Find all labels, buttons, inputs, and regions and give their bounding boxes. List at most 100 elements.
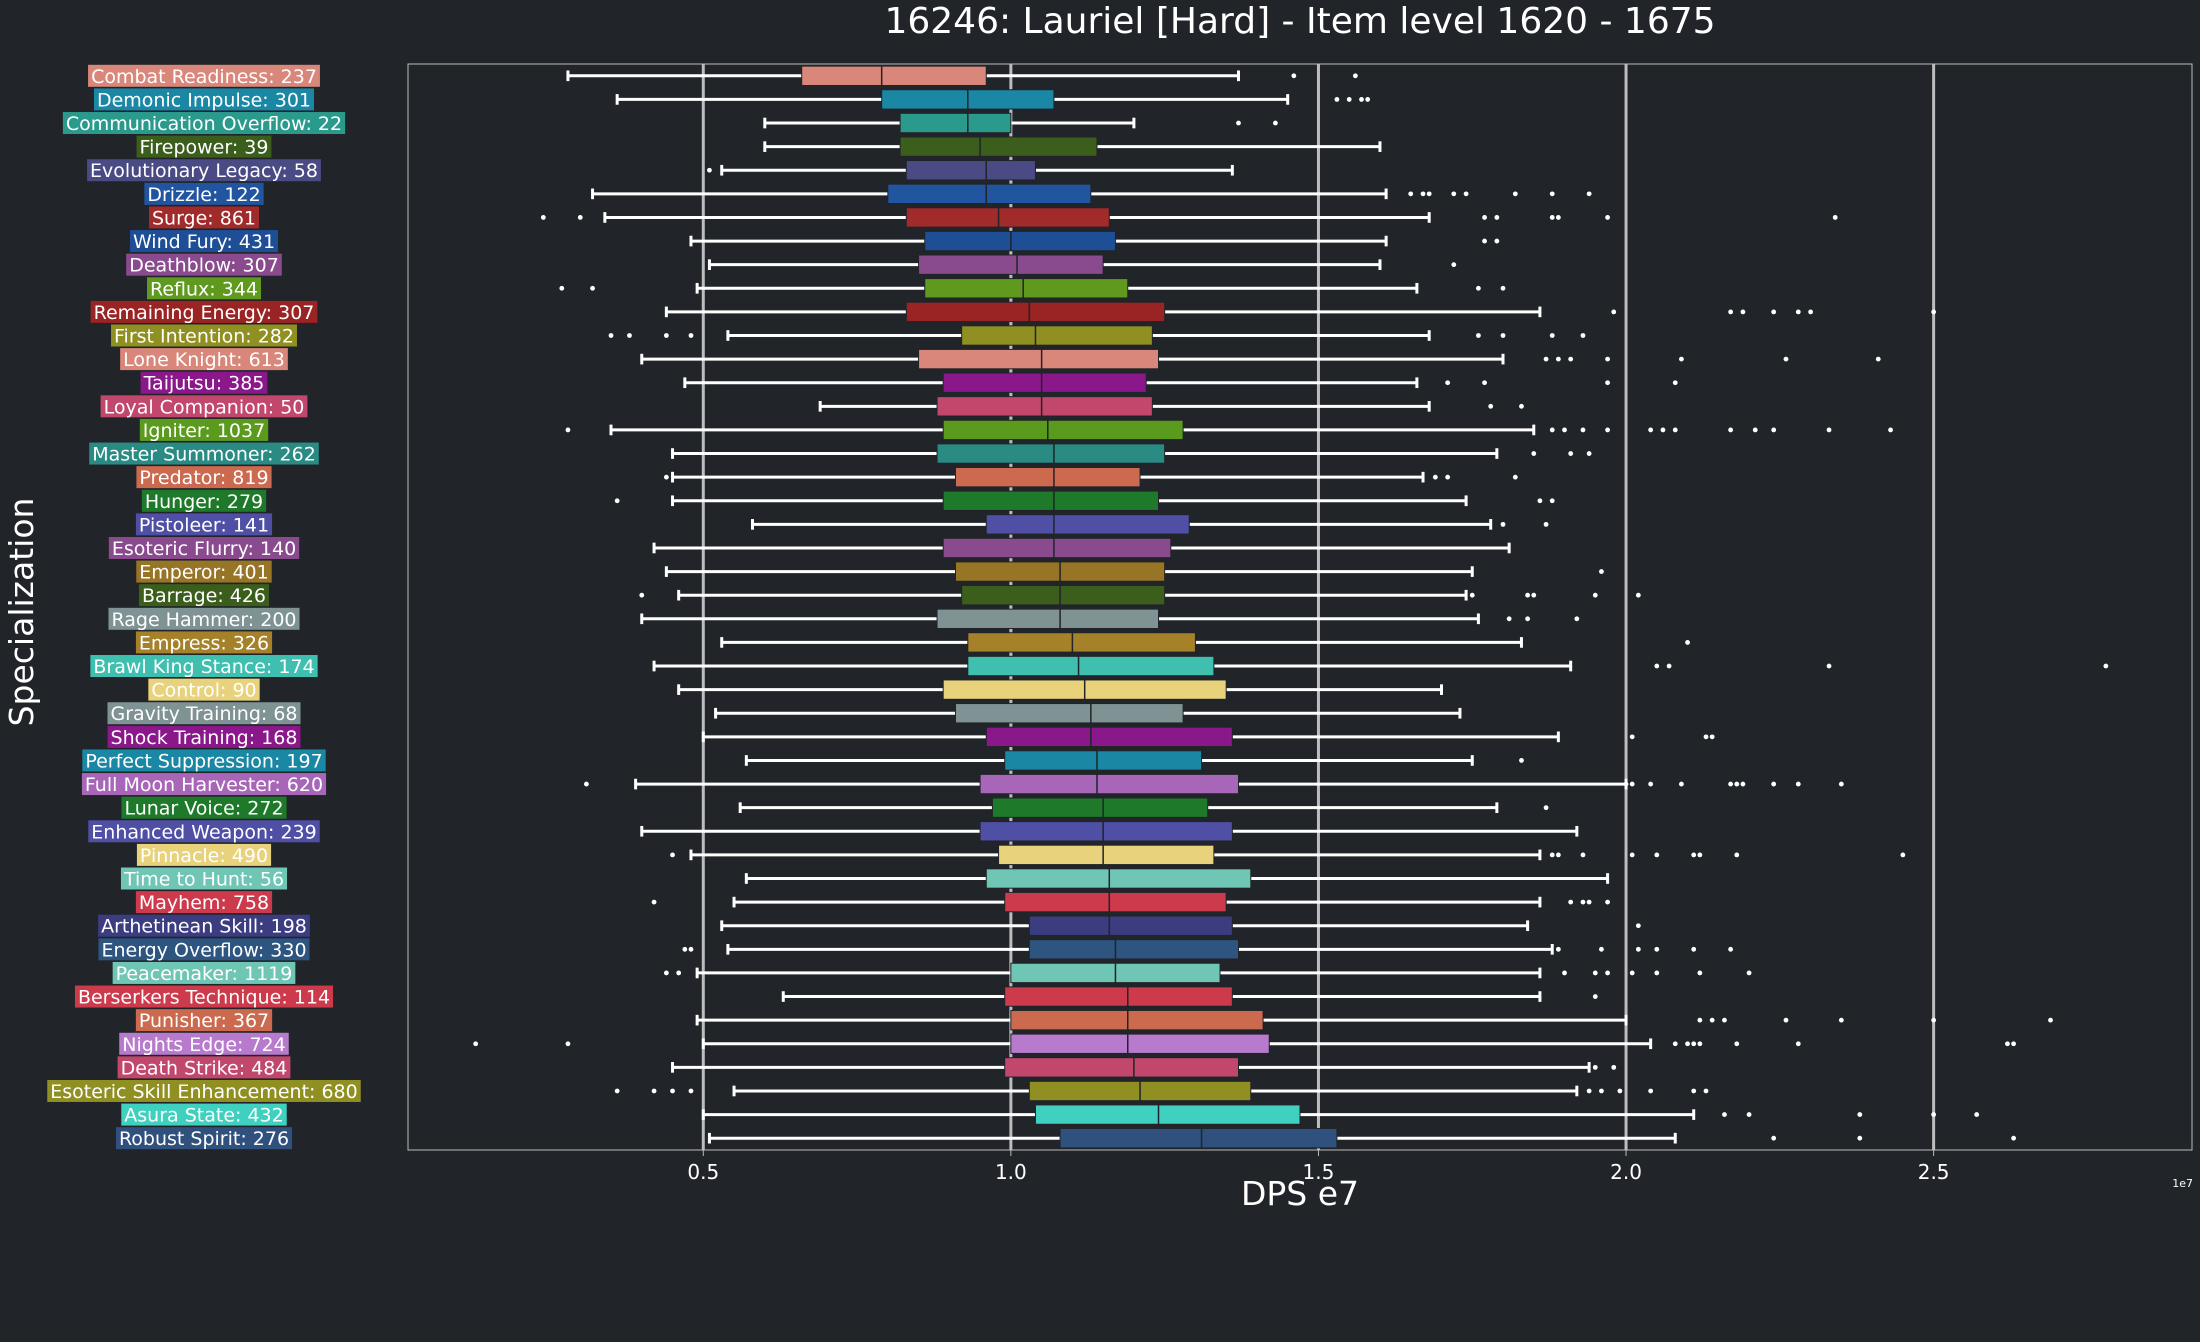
outlier-point bbox=[1697, 1041, 1703, 1047]
outlier-point bbox=[1672, 427, 1678, 433]
category-label-bg bbox=[108, 536, 300, 559]
outlier-point bbox=[1488, 403, 1494, 409]
outlier-point bbox=[1648, 427, 1654, 433]
category-label: Lunar Voice: 272 bbox=[121, 796, 287, 820]
category-label: Punisher: 367 bbox=[135, 1009, 273, 1032]
category-label-bg bbox=[98, 914, 310, 937]
category-label-bg bbox=[88, 820, 320, 843]
outlier-point bbox=[1617, 1088, 1623, 1094]
outlier-point bbox=[540, 215, 546, 220]
category-label: Combat Readiness: 237 bbox=[88, 64, 320, 88]
outlier-point bbox=[1334, 97, 1340, 102]
iqr-box bbox=[942, 490, 1160, 511]
category-label: Hunger: 279 bbox=[141, 489, 267, 513]
category-label-bg bbox=[112, 961, 296, 984]
outlier-point bbox=[1679, 781, 1684, 787]
x-tick-label: 2.0 bbox=[1610, 1160, 1642, 1184]
outlier-point bbox=[1519, 403, 1524, 409]
category-label-text: Arthetinean Skill: 198 bbox=[101, 916, 307, 938]
x-tick-label: 0.5 bbox=[687, 1160, 719, 1184]
category-label: Igniter: 1037 bbox=[139, 418, 269, 442]
category-label: Emperor: 401 bbox=[136, 560, 272, 584]
box-group bbox=[540, 207, 1838, 228]
outlier-point bbox=[1691, 1041, 1697, 1047]
category-label-bg bbox=[74, 985, 334, 1008]
outlier-point bbox=[1629, 852, 1635, 858]
box-group bbox=[584, 773, 1844, 795]
outlier-point bbox=[1605, 215, 1610, 220]
iqr-box bbox=[967, 632, 1196, 653]
iqr-box bbox=[1004, 1057, 1239, 1078]
chart-title: 16246: Lauriel [Hard] - Item level 1620 … bbox=[884, 1, 1715, 42]
category-label-text: Taijutsu: 385 bbox=[143, 373, 265, 395]
category-label-text: Surge: 861 bbox=[152, 207, 256, 229]
outlier-point bbox=[1549, 427, 1555, 433]
outlier-point bbox=[2011, 1041, 2016, 1047]
iqr-box bbox=[967, 655, 1215, 677]
outlier-point bbox=[1549, 498, 1555, 504]
category-label: Remaining Energy: 307 bbox=[90, 300, 318, 324]
iqr-box bbox=[905, 207, 1110, 228]
box-group bbox=[707, 254, 1457, 275]
outlier-point bbox=[1635, 923, 1641, 929]
category-label: Loyal Companion: 50 bbox=[100, 395, 308, 418]
category-label-bg bbox=[138, 584, 270, 607]
outlier-point bbox=[1709, 734, 1715, 740]
outlier-point bbox=[1691, 946, 1697, 952]
outlier-point bbox=[1580, 899, 1586, 905]
category-label: Brawl King Stance: 174 bbox=[90, 655, 318, 678]
iqr-box bbox=[985, 514, 1190, 535]
category-label: Predator: 819 bbox=[136, 466, 272, 489]
outlier-point bbox=[1291, 73, 1297, 79]
iqr-box bbox=[936, 608, 1160, 629]
box-group bbox=[671, 443, 1592, 464]
category-label-text: Mayhem: 758 bbox=[139, 892, 269, 914]
category-label-text: Lunar Voice: 272 bbox=[124, 798, 283, 820]
outlier-point bbox=[1463, 191, 1469, 197]
box-group bbox=[701, 1104, 1980, 1125]
category-label-text: Esoteric Skill Enhancement: 680 bbox=[50, 1081, 358, 1103]
box-group bbox=[663, 466, 1518, 488]
category-label-bg bbox=[136, 135, 272, 158]
outlier-point bbox=[1482, 238, 1487, 244]
outlier-point bbox=[1586, 899, 1592, 905]
box-group bbox=[664, 301, 1937, 323]
category-label-bg bbox=[90, 655, 318, 678]
outlier-point bbox=[1543, 805, 1549, 811]
outlier-point bbox=[1629, 734, 1635, 740]
category-label-bg bbox=[100, 395, 308, 418]
outlier-point bbox=[1648, 781, 1654, 787]
outlier-point bbox=[1494, 215, 1500, 220]
category-label: Gravity Training: 68 bbox=[107, 702, 301, 725]
category-label: Arthetinean Skill: 198 bbox=[98, 914, 310, 938]
iqr-box bbox=[924, 230, 1116, 252]
iqr-box bbox=[801, 65, 987, 86]
category-label-text: Drizzle: 122 bbox=[147, 184, 260, 206]
outlier-point bbox=[1605, 970, 1610, 976]
outlier-point bbox=[663, 970, 669, 976]
category-label-text: Death Strike: 484 bbox=[121, 1057, 288, 1079]
category-label-text: Full Moon Harvester: 620 bbox=[85, 774, 323, 796]
outlier-point bbox=[1469, 592, 1475, 598]
category-label-bg bbox=[148, 678, 260, 701]
outlier-point bbox=[1826, 663, 1832, 669]
x-tick-label: 2.5 bbox=[1918, 1160, 1950, 1184]
box-group bbox=[664, 561, 1604, 582]
x-tick-label: 1.5 bbox=[1303, 1160, 1335, 1184]
box-group bbox=[744, 868, 1610, 889]
outlier-point bbox=[663, 333, 669, 338]
outlier-point bbox=[1482, 380, 1487, 386]
outlier-point bbox=[1691, 852, 1697, 858]
category-label: Pistoleer: 141 bbox=[135, 513, 273, 536]
category-label-text: Evolutionary Legacy: 58 bbox=[90, 160, 318, 182]
outlier-point bbox=[1586, 191, 1592, 197]
plot-area bbox=[473, 65, 2109, 1149]
category-label-bg bbox=[90, 300, 318, 323]
outlier-point bbox=[1808, 309, 1813, 315]
outlier-point bbox=[1525, 592, 1531, 598]
iqr-box bbox=[942, 372, 1147, 393]
outlier-point bbox=[1605, 356, 1610, 362]
box-group bbox=[670, 844, 1906, 866]
outlier-point bbox=[1740, 781, 1746, 787]
outlier-point bbox=[1728, 309, 1734, 315]
